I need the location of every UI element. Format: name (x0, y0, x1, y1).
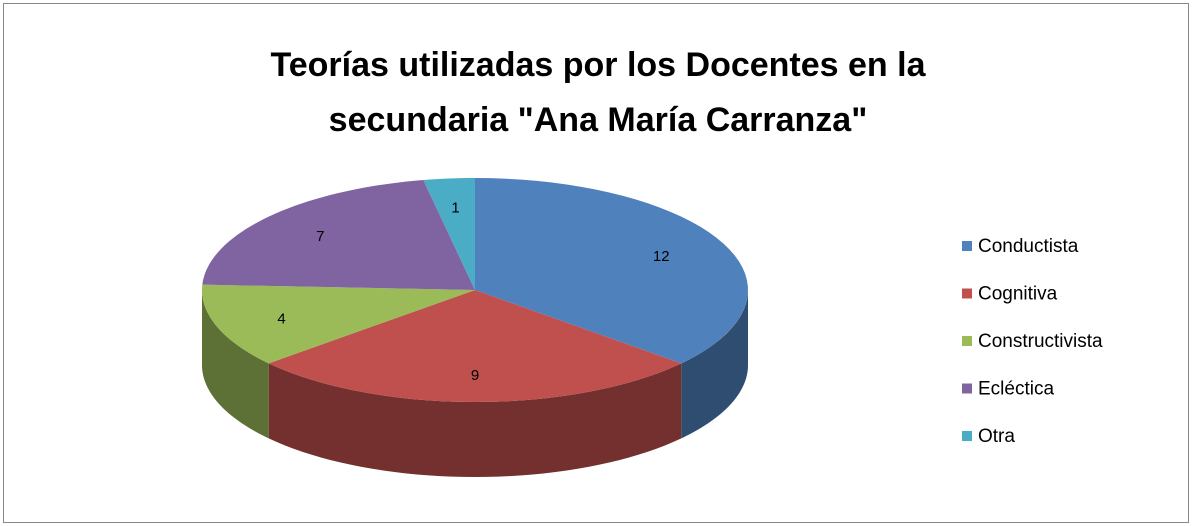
pie-slice (202, 180, 476, 290)
pie-slice (475, 178, 748, 364)
legend-swatch (962, 383, 972, 394)
legend-swatch (962, 241, 972, 251)
pie-side (681, 290, 748, 439)
legend-label: Ecléctica (978, 379, 1054, 400)
data-label: 4 (277, 310, 285, 327)
pie-side (268, 363, 682, 477)
legend-swatch (962, 336, 972, 346)
data-label: 9 (471, 367, 479, 384)
legend-swatch (962, 431, 972, 441)
legend-label: Cognitiva (978, 284, 1058, 305)
legend-label: Conductista (978, 236, 1079, 257)
legend-label: Constructivista (978, 331, 1103, 352)
pie-slice (202, 284, 475, 364)
legend-label: Otra (978, 426, 1015, 447)
pie-slice (423, 178, 475, 290)
data-label: 12 (653, 248, 670, 265)
pie-slice (268, 290, 682, 402)
chart-title: Teorías utilizadas por los Docentes en l… (270, 46, 926, 139)
pie-side (202, 290, 269, 439)
legend-swatch (962, 288, 972, 299)
data-label: 7 (316, 228, 324, 245)
data-label: 1 (451, 199, 459, 216)
